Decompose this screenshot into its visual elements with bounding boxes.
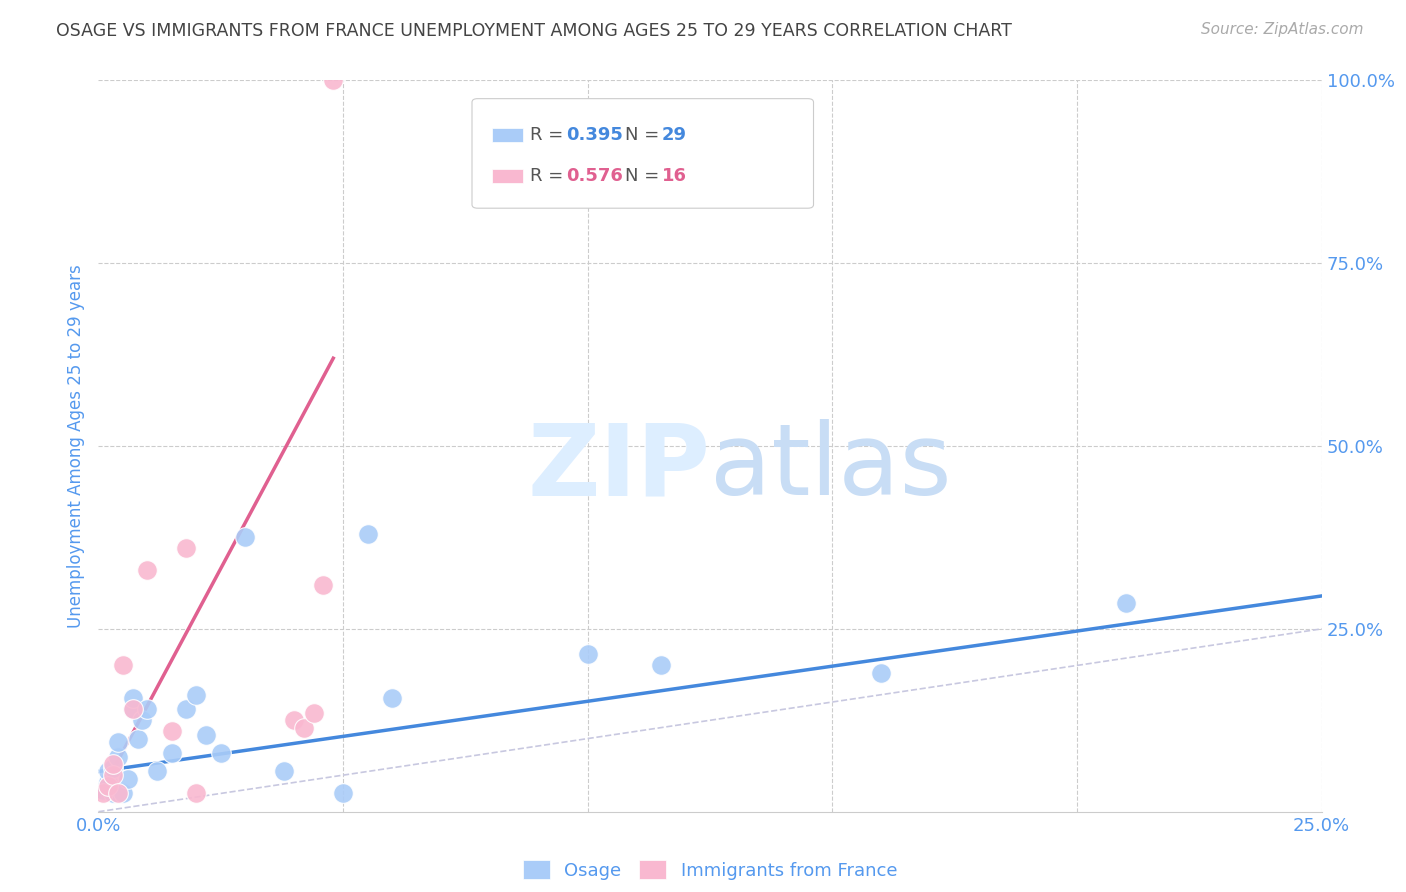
Point [101, 757, 124, 772]
Text: R =: R = [530, 126, 568, 144]
Point [176, 702, 198, 716]
Point [107, 787, 129, 801]
Point [322, 73, 344, 87]
Point [101, 787, 124, 801]
Point [111, 658, 134, 673]
Point [312, 578, 335, 592]
Point [127, 731, 149, 746]
Text: atlas: atlas [710, 419, 952, 516]
Point [332, 787, 354, 801]
Point [117, 772, 139, 786]
Point [381, 691, 404, 706]
Point [160, 724, 183, 739]
Text: 29: 29 [662, 126, 686, 144]
Text: Source: ZipAtlas.com: Source: ZipAtlas.com [1201, 22, 1364, 37]
Point [176, 541, 198, 556]
Point [121, 702, 143, 716]
Text: OSAGE VS IMMIGRANTS FROM FRANCE UNEMPLOYMENT AMONG AGES 25 TO 29 YEARS CORRELATI: OSAGE VS IMMIGRANTS FROM FRANCE UNEMPLOY… [56, 22, 1012, 40]
Point [91, 787, 114, 801]
Point [650, 658, 672, 673]
Point [870, 665, 893, 680]
Y-axis label: Unemployment Among Ages 25 to 29 years: Unemployment Among Ages 25 to 29 years [66, 264, 84, 628]
Text: 0.576: 0.576 [567, 167, 623, 185]
Point [576, 648, 599, 662]
Text: ZIP: ZIP [527, 419, 710, 516]
Point [146, 764, 169, 779]
Text: N =: N = [626, 126, 665, 144]
Point [97, 764, 120, 779]
Point [107, 749, 129, 764]
Point [91, 782, 114, 797]
Text: N =: N = [626, 167, 665, 185]
Point [107, 735, 129, 749]
Point [209, 746, 232, 760]
Point [1115, 596, 1137, 610]
Point [233, 530, 256, 544]
Point [136, 563, 159, 577]
Text: 16: 16 [662, 167, 686, 185]
Text: R =: R = [530, 167, 568, 185]
Point [97, 779, 120, 793]
Point [101, 768, 124, 782]
Point [186, 787, 208, 801]
Point [273, 764, 295, 779]
Point [97, 775, 120, 789]
Point [186, 688, 208, 702]
Point [356, 526, 378, 541]
Point [136, 702, 159, 716]
Point [121, 691, 143, 706]
Legend: Osage, Immigrants from France: Osage, Immigrants from France [516, 853, 904, 887]
Point [283, 714, 305, 728]
Point [121, 702, 143, 716]
Point [101, 761, 124, 775]
Point [195, 728, 218, 742]
Point [111, 787, 134, 801]
Text: 0.395: 0.395 [567, 126, 623, 144]
Point [131, 714, 153, 728]
Point [160, 746, 183, 760]
Point [292, 721, 315, 735]
Point [302, 706, 325, 720]
